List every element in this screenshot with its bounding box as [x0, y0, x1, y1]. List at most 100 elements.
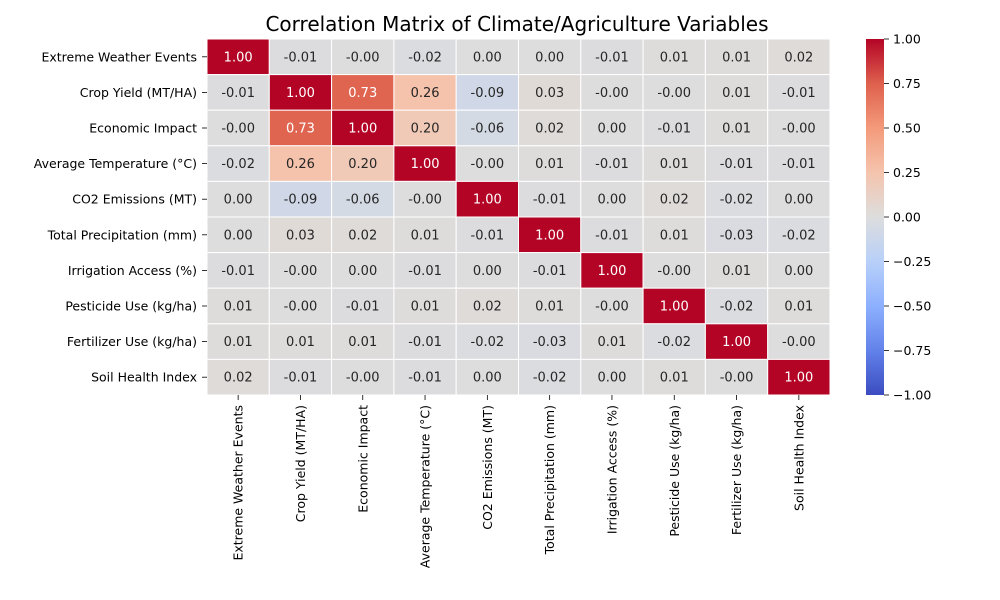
x-tick-label: Average Temperature (°C) [418, 405, 433, 568]
cell-value-label: -0.03 [720, 228, 754, 243]
cell-value-label: 0.01 [224, 300, 253, 315]
heatmap-cell [704, 145, 769, 182]
heatmap-cell [268, 74, 333, 111]
heatmap-cell [704, 252, 769, 289]
heatmap-cell [642, 323, 706, 360]
cell-value-label: 0.01 [348, 335, 377, 350]
cell-value-label: 1.00 [535, 228, 564, 243]
cell-value-label: -0.00 [782, 335, 816, 350]
x-tick-label: Pesticide Use (kg/ha) [667, 405, 682, 537]
cell-value-label: -0.00 [471, 157, 505, 172]
cell-value-label: -0.01 [408, 264, 442, 279]
heatmap-cell [580, 252, 644, 289]
y-tick-label: Fertilizer Use (kg/ha) [67, 334, 197, 349]
cell-value-label: -0.02 [221, 157, 255, 172]
cell-value-label: 1.00 [286, 86, 315, 101]
cell-value-label: 0.01 [722, 86, 751, 101]
heatmap-cell [767, 358, 831, 396]
cell-value-label: -0.01 [533, 193, 567, 208]
heatmap-cell [580, 74, 644, 111]
heatmap-cell [518, 38, 582, 76]
heatmap-cell [393, 323, 457, 360]
cell-value-label: -0.01 [782, 86, 816, 101]
heatmap-cell [642, 180, 706, 218]
heatmap-cell [642, 74, 706, 111]
cell-value-label: 0.02 [348, 228, 377, 243]
heatmap-cell [642, 287, 706, 325]
cell-value-label: 0.00 [348, 264, 377, 279]
cell-value-label: -0.00 [221, 122, 255, 137]
cell-value-label: 1.00 [224, 50, 253, 65]
colorbar-tick-label: 1.00 [893, 32, 921, 47]
cell-value-label: 0.01 [722, 122, 751, 137]
cell-value-label: 0.00 [784, 264, 813, 279]
heatmap-cell [642, 109, 706, 147]
heatmap-cell [206, 216, 270, 254]
heatmap-cell [580, 323, 644, 360]
colorbar: −1.00 −0.75 −0.50 −0.25 0.00 0.25 0.50 0.75 1.00 [866, 32, 931, 403]
heatmap-cell [767, 180, 831, 218]
cell-value-label: 0.00 [224, 228, 253, 243]
y-tick-label: Extreme Weather Events [41, 49, 197, 64]
heatmap-cell [393, 216, 457, 254]
colorbar-tick-label: 0.00 [893, 210, 921, 225]
heatmap-cell [455, 216, 520, 254]
heatmap-cell [331, 323, 395, 360]
cell-value-label: 0.00 [473, 371, 502, 386]
cell-value-label: 0.02 [473, 300, 502, 315]
cell-value-label: 1.00 [473, 193, 502, 208]
y-tick-label: CO2 Emissions (MT) [72, 192, 197, 207]
cell-value-label: 0.01 [722, 264, 751, 279]
heatmap-cell [206, 109, 270, 147]
heatmap-cell [518, 252, 582, 289]
colorbar-tick-label: −1.00 [893, 388, 931, 403]
chart-title: Correlation Matrix of Climate/Agricultur… [265, 12, 768, 36]
cell-value-label: 0.01 [411, 300, 440, 315]
cell-value-label: -0.06 [346, 193, 380, 208]
cell-value-label: -0.00 [595, 300, 629, 315]
cell-value-label: 0.01 [224, 335, 253, 350]
cell-value-label: 0.20 [348, 157, 377, 172]
cell-value-label: 0.00 [473, 50, 502, 65]
heatmap-cell [704, 74, 769, 111]
heatmap-cell [518, 216, 582, 254]
heatmap-cell [331, 216, 395, 254]
heatmap-cell [268, 323, 333, 360]
heatmap-cell [518, 287, 582, 325]
cell-value-label: -0.01 [221, 264, 255, 279]
cell-value-label: 0.01 [597, 335, 626, 350]
colorbar-tick-label: −0.50 [893, 299, 931, 314]
x-tick-label: Soil Health Index [791, 405, 806, 511]
cell-value-label: 0.02 [224, 371, 253, 386]
cell-value-label: -0.00 [284, 264, 318, 279]
cell-value-label: 1.00 [411, 157, 440, 172]
heatmap-cell [704, 216, 769, 254]
cell-value-label: -0.02 [720, 193, 754, 208]
heatmap-cell [455, 358, 520, 396]
cell-value-label: -0.01 [408, 371, 442, 386]
y-tick-label: Average Temperature (°C) [34, 156, 197, 171]
cell-value-label: -0.02 [657, 335, 691, 350]
cell-value-label: -0.02 [720, 300, 754, 315]
cell-value-label: -0.01 [720, 157, 754, 172]
x-tick-label: CO2 Emissions (MT) [480, 405, 495, 530]
heatmap-cell [455, 323, 520, 360]
x-tick-label: Extreme Weather Events [231, 405, 246, 561]
heatmap-cell [393, 287, 457, 325]
heatmap-cell [704, 358, 769, 396]
heatmap-cell [704, 180, 769, 218]
cell-value-label: 0.00 [597, 193, 626, 208]
cell-value-label: -0.01 [471, 228, 505, 243]
heatmap-cell [455, 180, 520, 218]
cell-value-label: -0.01 [657, 122, 691, 137]
heatmap-cell [268, 109, 333, 147]
heatmap-cell [206, 358, 270, 396]
cell-value-label: 1.00 [722, 335, 751, 350]
cell-value-label: -0.00 [782, 122, 816, 137]
y-tick-label: Economic Impact [89, 121, 197, 136]
heatmap-cells: 1.00 -0.01 -0.00 -0.02 0.00 0.00 -0.01 0.01 0.01… [206, 38, 831, 396]
heatmap-cell [642, 358, 706, 396]
cell-value-label: 0.73 [286, 122, 315, 137]
cell-value-label: 0.01 [784, 300, 813, 315]
